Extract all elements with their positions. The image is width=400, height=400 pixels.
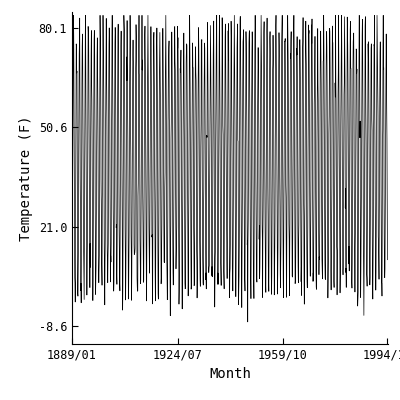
X-axis label: Month: Month: [209, 368, 251, 382]
Y-axis label: Temperature (F): Temperature (F): [19, 115, 33, 241]
